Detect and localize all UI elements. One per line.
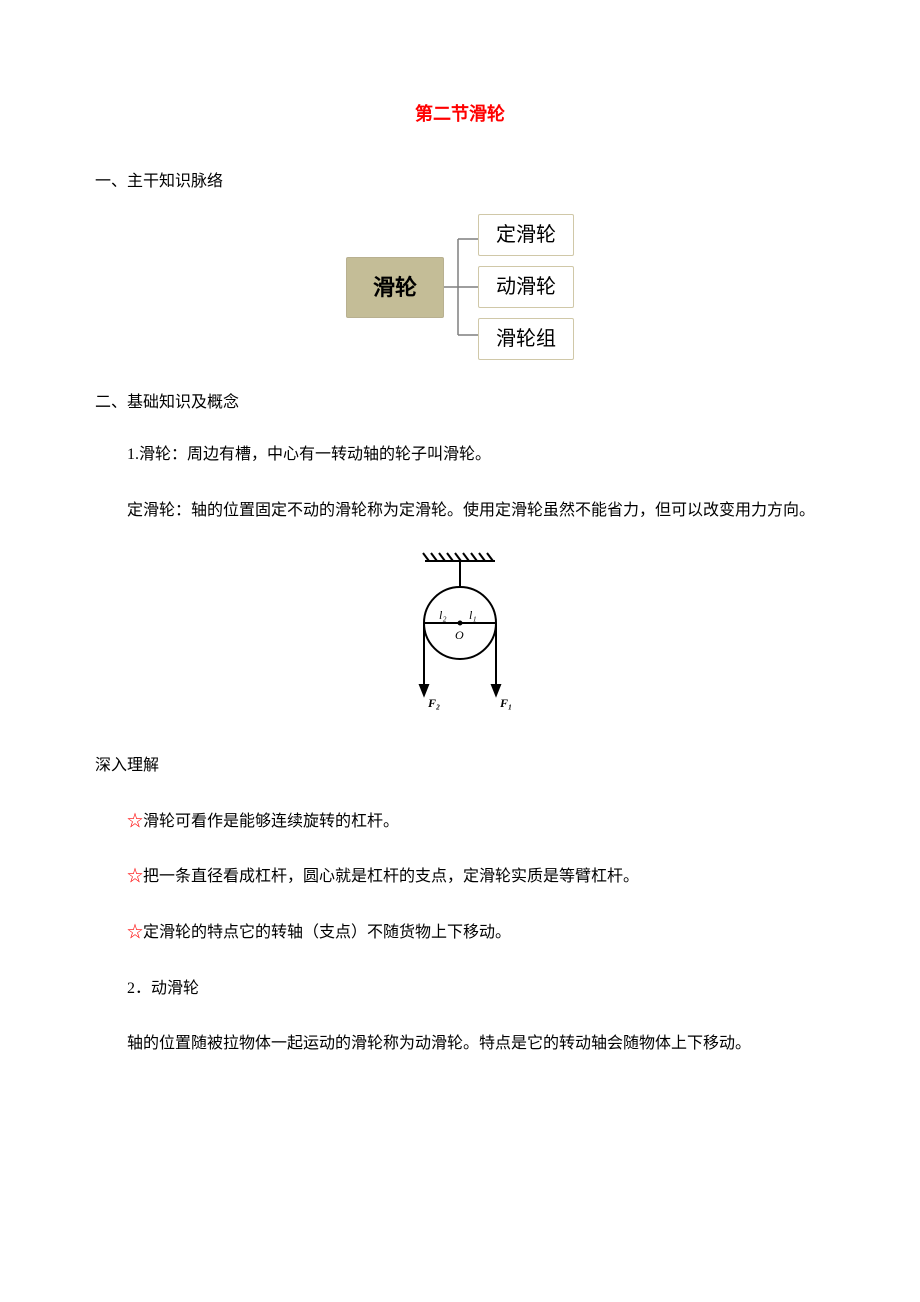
label-l2: l₂ (439, 608, 447, 622)
deep-point-1-text: 滑轮可看作是能够连续旋转的杠杆。 (143, 813, 399, 830)
deep-point-1: ☆滑轮可看作是能够连续旋转的杠杆。 (95, 805, 825, 839)
fixed-pulley-diagram: l₂ l₁ O F₂ F₁ (395, 549, 525, 719)
concept-map-root: 滑轮 (346, 257, 444, 318)
concept-map-figure: 滑轮 定滑轮 动滑轮 滑轮组 (95, 214, 825, 360)
concept-map-child-3: 滑轮组 (478, 318, 574, 360)
label-F1: F₁ (499, 696, 512, 710)
concept-map-bracket (444, 217, 478, 357)
concept-map-child-2: 动滑轮 (478, 266, 574, 308)
fixed-pulley-definition: 定滑轮：轴的位置固定不动的滑轮称为定滑轮。使用定滑轮虽然不能省力，但可以改变用力… (95, 494, 825, 528)
deep-point-3: ☆定滑轮的特点它的转轴（支点）不随货物上下移动。 (95, 916, 825, 950)
deep-point-3-text: 定滑轮的特点它的转轴（支点）不随货物上下移动。 (143, 924, 511, 941)
star-icon: ☆ (127, 868, 143, 885)
star-icon: ☆ (127, 924, 143, 941)
section-2-heading: 二、基础知识及概念 (95, 390, 825, 416)
deep-point-2-text: 把一条直径看成杠杆，圆心就是杠杆的支点，定滑轮实质是等臂杠杆。 (143, 868, 639, 885)
page-title: 第二节滑轮 (95, 100, 825, 129)
deep-point-2: ☆把一条直径看成杠杆，圆心就是杠杆的支点，定滑轮实质是等臂杠杆。 (95, 860, 825, 894)
label-l1: l₁ (469, 608, 477, 622)
label-O: O (455, 628, 464, 642)
concept-map-child-1: 定滑轮 (478, 214, 574, 256)
star-icon: ☆ (127, 813, 143, 830)
moving-pulley-definition: 轴的位置随被拉物体一起运动的滑轮称为动滑轮。特点是它的转动轴会随物体上下移动。 (95, 1027, 825, 1061)
moving-pulley-heading: 2．动滑轮 (95, 972, 825, 1006)
pulley-definition: 1.滑轮：周边有槽，中心有一转动轴的轮子叫滑轮。 (95, 438, 825, 472)
concept-map: 滑轮 定滑轮 动滑轮 滑轮组 (346, 214, 574, 360)
label-F2: F₂ (427, 696, 440, 710)
concept-map-children: 定滑轮 动滑轮 滑轮组 (478, 214, 574, 360)
section-1-heading: 一、主干知识脉络 (95, 169, 825, 195)
fixed-pulley-figure-wrap: l₂ l₁ O F₂ F₁ (95, 549, 825, 719)
deep-understanding-heading: 深入理解 (95, 749, 825, 783)
